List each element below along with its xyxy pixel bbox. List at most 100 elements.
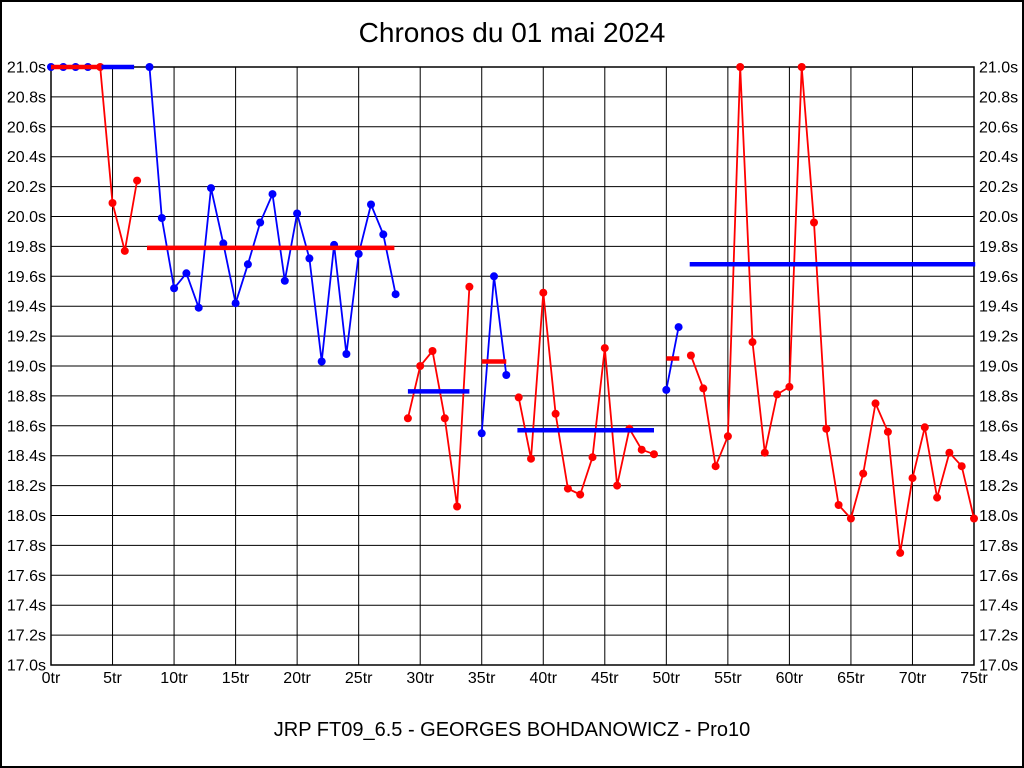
red-series-point xyxy=(551,409,560,418)
red-series-point xyxy=(871,399,880,408)
blue-series-point xyxy=(231,299,240,308)
red-series-point xyxy=(883,427,892,436)
red-series-point xyxy=(576,490,585,499)
y-axis-tick-label-left: 21.0s xyxy=(7,60,46,77)
y-axis-tick-label-right: 18.6s xyxy=(979,418,1018,435)
x-axis-tick-label: 20tr xyxy=(283,670,311,687)
red-series-point xyxy=(760,448,769,457)
y-axis-tick-label-right: 19.6s xyxy=(979,269,1018,286)
x-axis-tick-label: 0tr xyxy=(42,670,61,687)
blue-series-point xyxy=(317,357,326,366)
red-series-point xyxy=(465,282,474,291)
red-series-point xyxy=(563,484,572,493)
blue-series-point xyxy=(391,290,400,299)
y-axis-tick-label-right: 19.4s xyxy=(979,299,1018,316)
red-series-point xyxy=(133,176,142,185)
y-axis-tick-label-left: 17.6s xyxy=(7,568,46,585)
y-axis-tick-label-left: 18.2s xyxy=(7,478,46,495)
blue-series-point xyxy=(280,276,289,285)
y-axis-tick-label-left: 20.0s xyxy=(7,209,46,226)
y-axis-tick-label-right: 19.0s xyxy=(979,359,1018,376)
y-axis-tick-label-left: 18.0s xyxy=(7,508,46,525)
red-series-point xyxy=(822,424,831,433)
red-series-point xyxy=(613,481,622,490)
red-series-point xyxy=(736,63,745,71)
blue-series-point xyxy=(379,230,388,239)
chart-footer: JRP FT09_6.5 - GEORGES BOHDANOWICZ - Pro… xyxy=(273,719,751,741)
red-series-point xyxy=(970,514,978,523)
x-axis-tick-label: 45tr xyxy=(591,670,619,687)
y-axis-tick-label-right: 17.2s xyxy=(979,628,1018,645)
red-series-line xyxy=(690,66,975,554)
y-axis-tick-label-left: 20.8s xyxy=(7,89,46,106)
red-series-point xyxy=(600,344,609,353)
y-axis-tick-label-right: 18.4s xyxy=(979,448,1018,465)
red-series-point xyxy=(686,351,695,360)
x-axis-tick-label: 70tr xyxy=(899,670,927,687)
y-axis-tick-label-left: 18.4s xyxy=(7,448,46,465)
blue-series-point xyxy=(207,184,215,193)
red-series-point xyxy=(797,63,806,71)
x-axis-tick-label: 55tr xyxy=(714,670,742,687)
y-axis-tick-label-right: 20.2s xyxy=(979,179,1018,196)
y-axis-tick-label-left: 19.8s xyxy=(7,239,46,256)
red-series-point xyxy=(920,423,929,432)
red-series-point xyxy=(440,414,449,423)
chart-title: Chronos du 01 mai 2024 xyxy=(358,17,666,48)
blue-series-point xyxy=(157,214,166,222)
red-series-point xyxy=(908,474,917,483)
red-series-point xyxy=(539,288,548,297)
blue-series-point xyxy=(170,284,179,293)
red-series-point xyxy=(773,390,782,399)
y-axis-tick-label-right: 17.4s xyxy=(979,598,1018,615)
red-series-point xyxy=(637,445,646,454)
x-axis-tick-label: 35tr xyxy=(468,670,496,687)
red-series-point xyxy=(428,347,437,355)
x-axis-tick-label: 65tr xyxy=(837,670,865,687)
blue-series-point xyxy=(477,429,486,438)
x-axis-tick-label: 25tr xyxy=(345,670,373,687)
red-series-point xyxy=(859,469,868,478)
y-axis-tick-label-left: 19.4s xyxy=(7,299,46,316)
red-series-point xyxy=(514,393,523,402)
blue-series-point xyxy=(194,303,203,312)
blue-series-point xyxy=(219,239,228,248)
x-axis-tick-label: 30tr xyxy=(406,670,434,687)
x-axis-tick-label: 60tr xyxy=(776,670,804,687)
red-series-point xyxy=(785,382,794,391)
red-series-point xyxy=(896,548,905,557)
x-axis-tick-label: 5tr xyxy=(103,670,122,687)
red-series-line xyxy=(407,286,471,507)
x-axis-tick-label: 75tr xyxy=(960,670,988,687)
y-axis-tick-label-right: 18.8s xyxy=(979,388,1018,405)
red-series-point xyxy=(403,414,412,423)
blue-series-point xyxy=(256,218,265,227)
y-axis-tick-label-left: 20.2s xyxy=(7,179,46,196)
y-axis-tick-label-left: 17.8s xyxy=(7,538,46,555)
x-axis-tick-label: 10tr xyxy=(160,670,188,687)
red-series-line xyxy=(99,66,138,252)
red-series-point xyxy=(108,199,117,207)
y-axis-tick-label-left: 20.6s xyxy=(7,119,46,136)
plot-frame xyxy=(50,66,975,666)
blue-series-point xyxy=(367,200,375,209)
y-axis-tick-label-right: 17.6s xyxy=(979,568,1018,585)
y-axis-tick-label-left: 18.8s xyxy=(7,388,46,405)
red-series-point xyxy=(699,384,708,393)
red-series-point xyxy=(945,448,954,457)
blue-series-point xyxy=(502,371,511,379)
y-axis-tick-label-right: 17.0s xyxy=(979,658,1018,675)
blue-series-point xyxy=(490,272,498,281)
blue-series-point xyxy=(268,190,277,199)
x-axis-tick-label: 50tr xyxy=(653,670,681,687)
blue-series-point xyxy=(354,249,363,258)
y-axis-tick-label-right: 18.2s xyxy=(979,478,1018,495)
red-series-point xyxy=(527,454,535,463)
y-axis-tick-label-right: 19.8s xyxy=(979,239,1018,256)
y-axis-tick-label-right: 18.0s xyxy=(979,508,1018,525)
y-axis-tick-label-left: 20.4s xyxy=(7,149,46,166)
red-series-point xyxy=(588,453,597,462)
blue-series-point xyxy=(662,385,671,394)
y-axis-tick-label-right: 20.8s xyxy=(979,89,1018,106)
